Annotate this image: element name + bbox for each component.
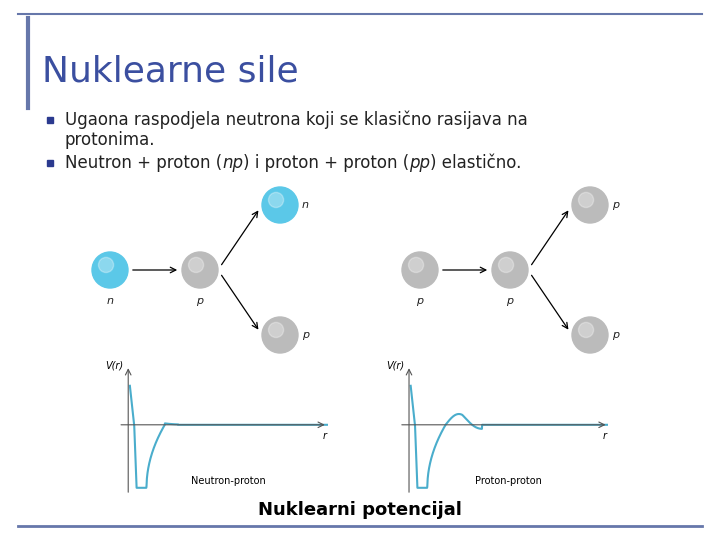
- Text: V(r): V(r): [105, 360, 123, 370]
- Circle shape: [572, 187, 608, 223]
- Text: p: p: [612, 330, 619, 340]
- Circle shape: [498, 258, 513, 273]
- Text: ) elastično.: ) elastično.: [431, 154, 521, 172]
- Circle shape: [262, 187, 298, 223]
- Circle shape: [408, 258, 423, 273]
- Circle shape: [269, 322, 284, 338]
- Text: p: p: [612, 200, 619, 210]
- Circle shape: [189, 258, 204, 273]
- Circle shape: [492, 252, 528, 288]
- Circle shape: [269, 192, 284, 207]
- Text: Nuklearni potencijal: Nuklearni potencijal: [258, 501, 462, 519]
- Text: Ugaona raspodjela neutrona koji se klasično rasijava na: Ugaona raspodjela neutrona koji se klasi…: [65, 111, 528, 129]
- Circle shape: [578, 322, 593, 338]
- Text: p: p: [416, 296, 423, 306]
- Circle shape: [262, 317, 298, 353]
- Text: r: r: [603, 431, 607, 441]
- Text: pp: pp: [409, 154, 431, 172]
- Text: p: p: [197, 296, 204, 306]
- Text: p: p: [302, 330, 309, 340]
- Text: V(r): V(r): [386, 360, 404, 370]
- Circle shape: [402, 252, 438, 288]
- Text: n: n: [302, 200, 309, 210]
- Circle shape: [92, 252, 128, 288]
- Text: Neutron + proton (: Neutron + proton (: [65, 154, 222, 172]
- Text: Proton-proton: Proton-proton: [475, 476, 542, 486]
- Text: p: p: [506, 296, 513, 306]
- Text: Neutron-proton: Neutron-proton: [191, 476, 265, 486]
- Circle shape: [99, 258, 114, 273]
- Circle shape: [572, 317, 608, 353]
- Circle shape: [578, 192, 593, 207]
- Text: r: r: [323, 431, 326, 441]
- Text: ) i proton + proton (: ) i proton + proton (: [243, 154, 409, 172]
- Text: Nuklearne sile: Nuklearne sile: [42, 55, 299, 89]
- Text: n: n: [107, 296, 114, 306]
- Circle shape: [182, 252, 218, 288]
- Text: np: np: [222, 154, 243, 172]
- Text: protonima.: protonima.: [65, 131, 156, 149]
